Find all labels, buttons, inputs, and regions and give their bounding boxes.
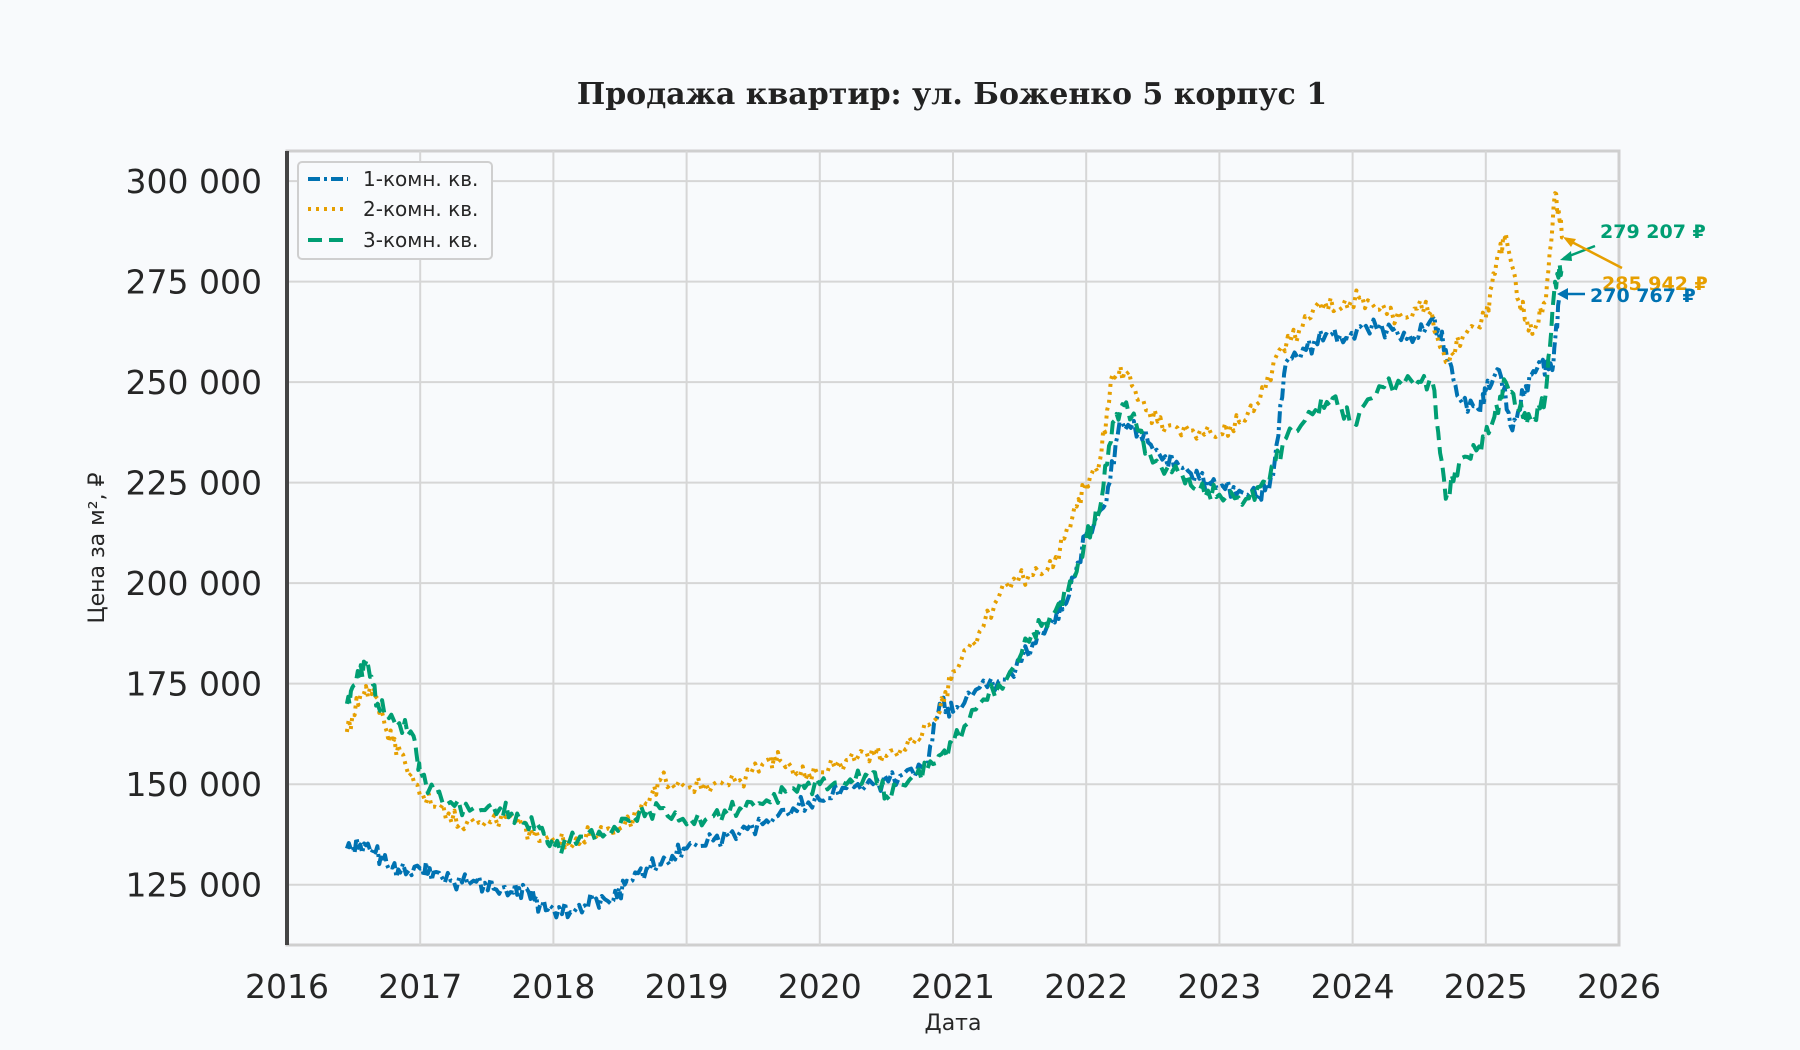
y-tick-label: 150 000 bbox=[126, 765, 262, 804]
series-line-3room bbox=[344, 261, 1565, 856]
annotation-arrowhead-2room bbox=[1563, 237, 1576, 247]
x-tick-label: 2024 bbox=[1311, 967, 1395, 1006]
annotation-arrowhead-3room bbox=[1560, 251, 1572, 261]
y-tick-label: 225 000 bbox=[126, 464, 262, 503]
legend[interactable]: 1-комн. кв. 2-комн. кв. 3-комн. кв. bbox=[297, 161, 493, 260]
annotation-1room-text: 270 767 ₽ bbox=[1590, 285, 1696, 307]
x-tick-label: 2023 bbox=[1177, 967, 1261, 1006]
y-tick-label: 125 000 bbox=[126, 866, 262, 905]
annotation-arrow-2room bbox=[1567, 238, 1623, 270]
y-tick-label: 200 000 bbox=[126, 564, 262, 603]
y-tick-label: 300 000 bbox=[126, 162, 262, 201]
y-axis-label: Цена за м², ₽ bbox=[85, 472, 110, 623]
x-tick-label: 2017 bbox=[378, 967, 462, 1006]
x-tick-label: 2021 bbox=[911, 967, 995, 1006]
x-tick-label: 2026 bbox=[1577, 967, 1661, 1006]
annotation-2room-text: 285 942 ₽ bbox=[1602, 273, 1708, 295]
x-tick-label: 2025 bbox=[1444, 967, 1528, 1006]
annotation-arrowhead-1room bbox=[1557, 288, 1568, 300]
legend-label-2room: 2-комн. кв. bbox=[363, 197, 478, 221]
annotation-1room: 270 767 ₽ bbox=[1557, 285, 1696, 307]
series-line-2room bbox=[344, 191, 1564, 851]
y-tick-label: 275 000 bbox=[126, 263, 262, 302]
tick-labels: 2016 2017 2018 2019 2020 2021 2022 2023 2024 2025… bbox=[126, 162, 1661, 1006]
x-tick-label: 2019 bbox=[645, 967, 729, 1006]
chart-title: Продажа квартир: ул. Боженко 5 корпус 1 bbox=[577, 77, 1327, 112]
x-tick-label: 2016 bbox=[245, 967, 329, 1006]
y-tick-label: 175 000 bbox=[126, 665, 262, 704]
y-tick-label: 250 000 bbox=[126, 363, 262, 402]
grid bbox=[287, 151, 1619, 945]
annotation-3room-text: 279 207 ₽ bbox=[1600, 221, 1706, 243]
series-lines bbox=[344, 191, 1565, 920]
x-tick-label: 2018 bbox=[511, 967, 595, 1006]
x-axis-label: Дата bbox=[925, 1011, 982, 1036]
x-tick-label: 2022 bbox=[1044, 967, 1128, 1006]
annotation-2room: 285 942 ₽ bbox=[1563, 237, 1708, 295]
legend-box bbox=[297, 161, 493, 260]
legend-label-3room: 3-комн. кв. bbox=[363, 228, 478, 252]
legend-label-1room: 1-комн. кв. bbox=[363, 167, 478, 191]
x-tick-label: 2020 bbox=[778, 967, 862, 1006]
annotation-3room: 279 207 ₽ bbox=[1560, 221, 1706, 261]
